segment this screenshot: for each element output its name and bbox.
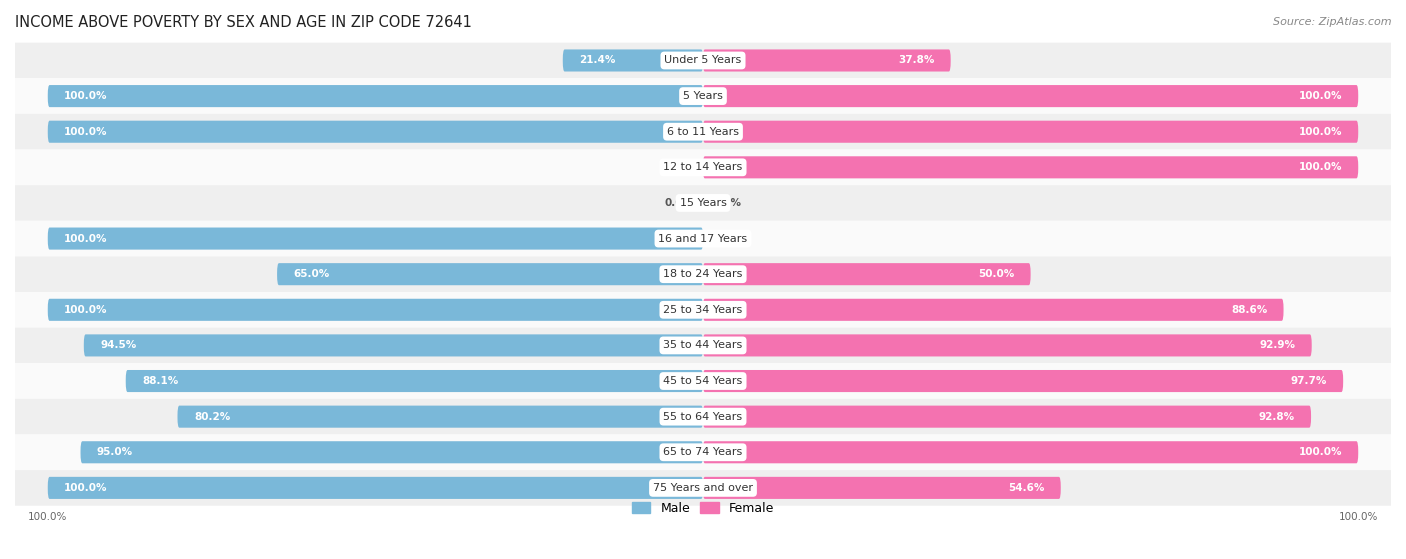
FancyBboxPatch shape — [15, 257, 1391, 292]
FancyBboxPatch shape — [703, 85, 1358, 107]
FancyBboxPatch shape — [177, 406, 703, 428]
Text: 100.0%: 100.0% — [65, 234, 108, 244]
Text: Under 5 Years: Under 5 Years — [665, 55, 741, 65]
FancyBboxPatch shape — [15, 114, 1391, 149]
FancyBboxPatch shape — [15, 221, 1391, 257]
Text: 6 to 11 Years: 6 to 11 Years — [666, 127, 740, 137]
FancyBboxPatch shape — [48, 85, 703, 107]
Text: 100.0%: 100.0% — [65, 91, 108, 101]
Text: 92.9%: 92.9% — [1260, 340, 1295, 350]
Text: 35 to 44 Years: 35 to 44 Years — [664, 340, 742, 350]
Text: 0.0%: 0.0% — [713, 234, 742, 244]
FancyBboxPatch shape — [15, 149, 1391, 185]
FancyBboxPatch shape — [703, 49, 950, 72]
FancyBboxPatch shape — [15, 434, 1391, 470]
FancyBboxPatch shape — [15, 328, 1391, 363]
FancyBboxPatch shape — [703, 157, 1358, 178]
Text: 88.1%: 88.1% — [142, 376, 179, 386]
FancyBboxPatch shape — [703, 477, 1060, 499]
FancyBboxPatch shape — [80, 441, 703, 463]
Text: 0.0%: 0.0% — [664, 198, 693, 208]
Text: 88.6%: 88.6% — [1230, 305, 1267, 315]
Text: 54.6%: 54.6% — [1008, 483, 1045, 493]
Text: Source: ZipAtlas.com: Source: ZipAtlas.com — [1274, 17, 1392, 27]
Text: 21.4%: 21.4% — [579, 55, 616, 65]
FancyBboxPatch shape — [703, 370, 1343, 392]
FancyBboxPatch shape — [562, 49, 703, 72]
Text: 25 to 34 Years: 25 to 34 Years — [664, 305, 742, 315]
FancyBboxPatch shape — [15, 78, 1391, 114]
Text: 5 Years: 5 Years — [683, 91, 723, 101]
Text: 75 Years and over: 75 Years and over — [652, 483, 754, 493]
FancyBboxPatch shape — [84, 334, 703, 357]
FancyBboxPatch shape — [15, 399, 1391, 434]
Text: 12 to 14 Years: 12 to 14 Years — [664, 162, 742, 172]
Text: 18 to 24 Years: 18 to 24 Years — [664, 269, 742, 279]
FancyBboxPatch shape — [48, 121, 703, 143]
Text: 92.8%: 92.8% — [1258, 411, 1295, 421]
Text: 16 and 17 Years: 16 and 17 Years — [658, 234, 748, 244]
FancyBboxPatch shape — [48, 228, 703, 250]
Text: 65 to 74 Years: 65 to 74 Years — [664, 447, 742, 457]
Text: 100.0%: 100.0% — [1298, 447, 1341, 457]
Text: 55 to 64 Years: 55 to 64 Years — [664, 411, 742, 421]
Text: 80.2%: 80.2% — [194, 411, 231, 421]
FancyBboxPatch shape — [703, 121, 1358, 143]
FancyBboxPatch shape — [15, 292, 1391, 328]
FancyBboxPatch shape — [48, 477, 703, 499]
Text: INCOME ABOVE POVERTY BY SEX AND AGE IN ZIP CODE 72641: INCOME ABOVE POVERTY BY SEX AND AGE IN Z… — [15, 15, 472, 30]
Text: 100.0%: 100.0% — [1298, 91, 1341, 101]
Text: 100.0%: 100.0% — [1298, 127, 1341, 137]
FancyBboxPatch shape — [703, 334, 1312, 357]
Legend: Male, Female: Male, Female — [627, 497, 779, 520]
FancyBboxPatch shape — [703, 299, 1284, 321]
Text: 95.0%: 95.0% — [97, 447, 134, 457]
Text: 100.0%: 100.0% — [65, 305, 108, 315]
Text: 0.0%: 0.0% — [664, 162, 693, 172]
Text: 100.0%: 100.0% — [1298, 162, 1341, 172]
FancyBboxPatch shape — [15, 185, 1391, 221]
Text: 94.5%: 94.5% — [100, 340, 136, 350]
Text: 37.8%: 37.8% — [898, 55, 935, 65]
Text: 100.0%: 100.0% — [65, 483, 108, 493]
FancyBboxPatch shape — [125, 370, 703, 392]
FancyBboxPatch shape — [48, 299, 703, 321]
Text: 100.0%: 100.0% — [65, 127, 108, 137]
FancyBboxPatch shape — [15, 363, 1391, 399]
Text: 45 to 54 Years: 45 to 54 Years — [664, 376, 742, 386]
Text: 50.0%: 50.0% — [979, 269, 1014, 279]
Text: 0.0%: 0.0% — [713, 198, 742, 208]
FancyBboxPatch shape — [703, 406, 1310, 428]
FancyBboxPatch shape — [277, 263, 703, 285]
FancyBboxPatch shape — [15, 470, 1391, 506]
Text: 97.7%: 97.7% — [1291, 376, 1327, 386]
FancyBboxPatch shape — [15, 42, 1391, 78]
Text: 15 Years: 15 Years — [679, 198, 727, 208]
Text: 65.0%: 65.0% — [294, 269, 330, 279]
FancyBboxPatch shape — [703, 441, 1358, 463]
FancyBboxPatch shape — [703, 263, 1031, 285]
